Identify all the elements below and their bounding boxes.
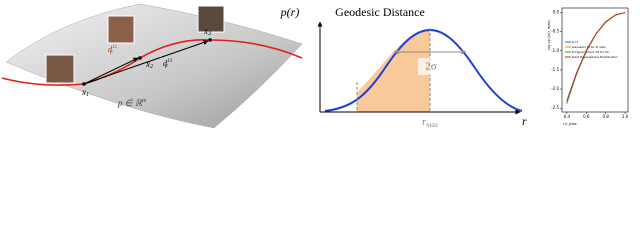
y-tick-label: 0.0	[553, 10, 560, 15]
label-box	[418, 58, 444, 75]
y-tick-label: -0.5	[551, 29, 559, 34]
legend-label: Dest Hypersphere Distribution	[572, 55, 618, 59]
x-axis-label: r/r_max	[563, 122, 576, 126]
peak-label: rmax	[422, 116, 439, 129]
y-tick-label: -2.0	[551, 86, 559, 91]
distance-label: d12 F	[108, 45, 118, 56]
schematic-title: Geodesic Distance	[335, 5, 425, 19]
space-label: p ∈ ℝm	[117, 98, 147, 108]
point	[138, 56, 142, 60]
manifold-surface	[5, 3, 303, 129]
y-tick-label: -1.0	[551, 48, 559, 53]
face-photo	[45, 54, 75, 84]
plot-frame	[561, 7, 629, 113]
distance-label: d13 F	[163, 59, 173, 70]
face-photo	[197, 5, 225, 33]
line-chart: 0.0 -0.5 -1.0 -1.5 -2.0 -2.5 0.4 0.6 0.8 1.0 r/r_m…	[547, 7, 629, 126]
y-tick-label: -1.5	[551, 67, 559, 72]
width-label: 2σ	[425, 61, 437, 73]
point	[82, 82, 86, 86]
point-label: x2	[145, 59, 153, 70]
x-label: r	[522, 114, 527, 128]
x-tick-label: 0.6	[583, 114, 590, 119]
point	[208, 38, 212, 42]
point-label: x1	[81, 87, 89, 98]
face-photo	[107, 15, 135, 44]
y-axis-label: log p(r)/p(r_max)	[547, 19, 551, 49]
figure: x1 x2 x3 d12 F d13 F p ∈ ℝm p(r) Geodesic …	[1, 3, 629, 129]
distance-arrow	[83, 57, 139, 85]
point-label: x3	[203, 26, 211, 37]
x-tick-label: 1.0	[622, 114, 629, 119]
legend-label: D-Hypersphere Fit for Du	[572, 50, 609, 54]
x-tick-label: 0.4	[564, 114, 571, 119]
y-label: p(r)	[280, 5, 300, 19]
x-tick-label: 0.8	[602, 114, 609, 119]
legend-label: K=7	[572, 40, 578, 44]
series-line	[566, 12, 626, 101]
distance-arrow	[83, 40, 209, 85]
y-tick-label: -2.5	[551, 105, 559, 110]
